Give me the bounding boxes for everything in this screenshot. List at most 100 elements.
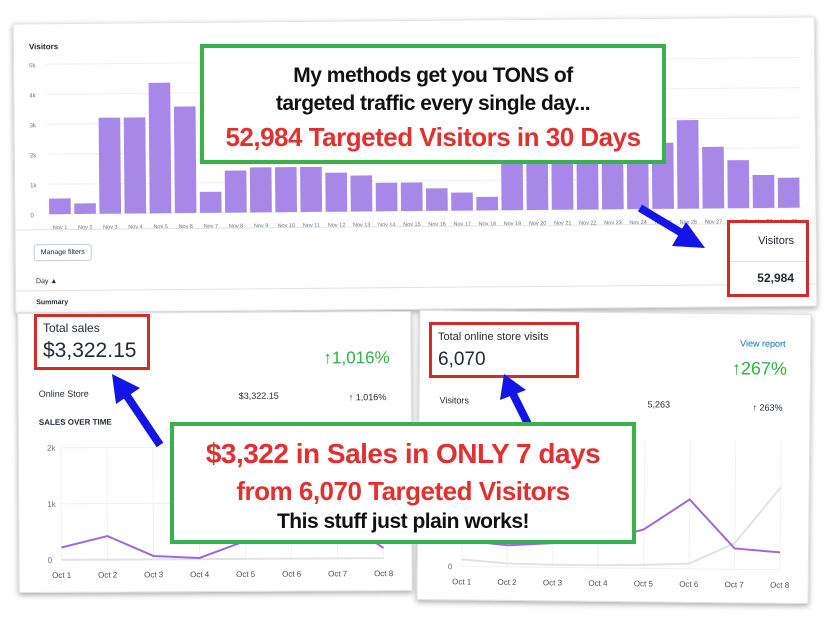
y-tick-label: 1k bbox=[47, 500, 56, 509]
online-store-label: Online Store bbox=[38, 388, 89, 399]
x-tick-label: Nov 12 bbox=[328, 223, 345, 229]
visitors-header: Visitors bbox=[758, 235, 794, 247]
visitors-row-label: Visitors bbox=[439, 395, 469, 406]
bar bbox=[400, 182, 423, 212]
x-tick-label: Oct 1 bbox=[52, 571, 72, 580]
x-tick-label: Oct 2 bbox=[498, 578, 518, 587]
callout-sales-line3: This stuff just plain works! bbox=[276, 510, 530, 533]
x-tick-label: Oct 3 bbox=[144, 570, 164, 579]
v-gridline bbox=[106, 447, 109, 560]
y-tick-label: 3k bbox=[30, 123, 37, 129]
series-line bbox=[461, 486, 782, 567]
x-tick-label: Nov 11 bbox=[303, 223, 320, 229]
y-tick-label: 4k bbox=[29, 93, 36, 99]
bar bbox=[676, 120, 700, 209]
total-sales-title: Total sales bbox=[43, 321, 100, 335]
visitors-row-value: 5,263 bbox=[647, 399, 671, 410]
y-tick-label: 5k bbox=[29, 63, 36, 69]
x-tick-label: Nov 27 bbox=[705, 219, 722, 225]
bar bbox=[123, 117, 147, 214]
bar bbox=[98, 117, 122, 214]
x-tick-label: Oct 6 bbox=[282, 570, 302, 579]
v-gridline bbox=[688, 438, 691, 569]
callout-sales: $3,322 in Sales in ONLY 7 days from 6,07… bbox=[170, 422, 636, 544]
x-tick-label: Nov 21 bbox=[554, 221, 571, 227]
bar bbox=[274, 167, 297, 213]
x-tick-label: Oct 4 bbox=[190, 570, 210, 579]
bar bbox=[325, 172, 348, 212]
x-tick-label: Nov 18 bbox=[479, 221, 496, 227]
bar bbox=[702, 146, 725, 209]
bar bbox=[752, 174, 775, 209]
bar bbox=[451, 192, 473, 211]
total-sales-amount: $3,322.15 bbox=[43, 339, 137, 362]
v-gridline bbox=[733, 439, 737, 570]
x-tick-label: Oct 1 bbox=[452, 577, 472, 586]
callout-traffic-line2: targeted traffic every single day... bbox=[275, 92, 591, 115]
bar bbox=[249, 167, 272, 213]
visits-change: ↑267% bbox=[731, 358, 788, 379]
bar bbox=[199, 191, 222, 213]
sales-change: ↑1,016% bbox=[323, 348, 390, 368]
callout-sales-line2: from 6,070 Targeted Visitors bbox=[236, 476, 570, 506]
bar bbox=[49, 198, 71, 215]
x-tick-label: Oct 7 bbox=[725, 580, 745, 589]
bar bbox=[224, 170, 247, 213]
x-tick-label: Nov 15 bbox=[403, 222, 420, 228]
v-gridline bbox=[60, 447, 63, 560]
y-tick-label: 1k bbox=[30, 183, 37, 189]
manage-filters-button[interactable]: Manage filters bbox=[33, 243, 92, 262]
y-tick-label: 0 bbox=[448, 562, 453, 571]
total-sales-highlight: Total sales $3,322.15 bbox=[34, 314, 150, 370]
v-gridline bbox=[643, 438, 646, 569]
gridline bbox=[47, 177, 802, 185]
x-tick-label: Nov 16 bbox=[428, 222, 445, 228]
series-line bbox=[61, 557, 384, 561]
x-tick-label: Oct 7 bbox=[328, 569, 348, 578]
x-tick-label: Nov 17 bbox=[453, 222, 470, 228]
visitors-total-value: 52,984 bbox=[757, 271, 794, 285]
callout-traffic: My methods get you TONS of targeted traf… bbox=[200, 44, 666, 164]
x-tick-label: Oct 3 bbox=[543, 578, 563, 587]
x-tick-label: Oct 5 bbox=[634, 579, 654, 588]
total-visits-amount: 6,070 bbox=[438, 349, 486, 370]
y-tick-label: 0 bbox=[48, 556, 53, 565]
gridline bbox=[461, 565, 780, 571]
summary-label: Summary bbox=[36, 299, 69, 307]
x-tick-label: Nov 14 bbox=[378, 222, 395, 228]
x-tick-label: Oct 8 bbox=[374, 569, 394, 578]
y-tick-label: 2k bbox=[47, 444, 56, 453]
callout-sales-line1: $3,322 in Sales in ONLY 7 days bbox=[205, 438, 601, 469]
v-gridline bbox=[152, 447, 155, 560]
bar bbox=[476, 196, 499, 211]
x-tick-label: Nov 22 bbox=[579, 220, 596, 226]
x-tick-label: Nov 13 bbox=[353, 222, 370, 228]
bar bbox=[777, 177, 800, 208]
visitors-chart-title: Visitors bbox=[28, 42, 59, 52]
bar bbox=[576, 149, 599, 210]
bar bbox=[626, 154, 649, 210]
day-sort-header[interactable]: Day ▲ bbox=[35, 278, 58, 286]
bar bbox=[601, 152, 624, 210]
online-store-value: $3,322.15 bbox=[238, 390, 279, 401]
bar bbox=[375, 182, 398, 212]
visitors-total-highlight: Visitors 52,984 bbox=[727, 220, 809, 297]
y-tick-label: 0 bbox=[30, 213, 34, 219]
x-tick-label: Oct 2 bbox=[98, 571, 118, 580]
total-visits-highlight: Total online store visits 6,070 bbox=[429, 322, 579, 378]
x-tick-label: Nov 19 bbox=[504, 221, 521, 227]
bar bbox=[300, 166, 323, 213]
bar bbox=[148, 82, 172, 214]
view-report-link[interactable]: View report bbox=[740, 338, 786, 349]
x-tick-label: Nov 20 bbox=[529, 221, 546, 227]
total-visits-title: Total online store visits bbox=[438, 331, 549, 343]
bar bbox=[173, 106, 197, 214]
x-tick-label: Oct 4 bbox=[588, 579, 608, 588]
callout-traffic-line3: 52,984 Targeted Visitors in 30 Days bbox=[225, 122, 641, 152]
bar bbox=[727, 160, 750, 209]
callout-traffic-line1: My methods get you TONS of bbox=[293, 64, 573, 87]
online-store-change: ↑ 1,016% bbox=[348, 392, 387, 403]
x-tick-label: Oct 5 bbox=[236, 570, 256, 579]
x-tick-label: Oct 6 bbox=[679, 580, 699, 589]
y-tick-label: 2k bbox=[30, 153, 37, 159]
